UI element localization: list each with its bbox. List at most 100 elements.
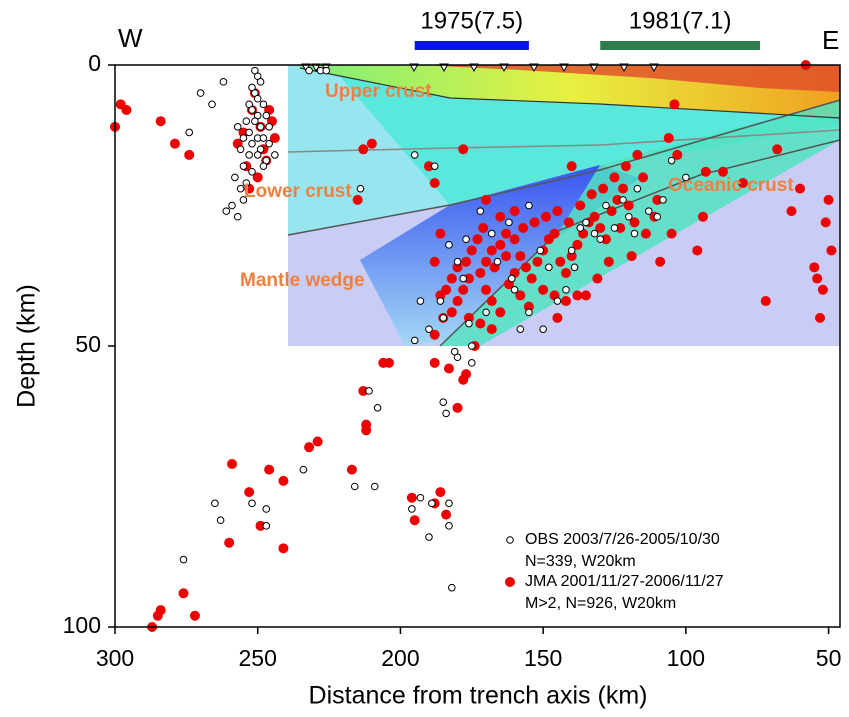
point <box>373 404 382 412</box>
point <box>216 516 225 525</box>
point <box>262 111 271 120</box>
point <box>185 128 194 137</box>
point <box>615 222 626 233</box>
point <box>566 161 577 172</box>
point <box>441 284 452 295</box>
point <box>262 505 271 513</box>
point <box>509 206 520 217</box>
rupture-bar <box>414 41 529 50</box>
point <box>459 274 468 283</box>
x-axis-title: Distance from trench axis (km) <box>309 682 648 710</box>
point <box>208 100 216 109</box>
legend-marker <box>506 536 514 544</box>
point <box>259 162 268 170</box>
point <box>259 100 268 109</box>
point <box>196 89 205 97</box>
point <box>505 218 513 227</box>
point <box>553 297 562 305</box>
point <box>760 296 771 307</box>
point <box>228 201 236 210</box>
point <box>820 217 831 228</box>
point <box>518 222 529 233</box>
point <box>358 144 369 155</box>
point <box>562 286 570 294</box>
point <box>350 482 359 491</box>
point <box>486 296 497 307</box>
point <box>487 229 496 238</box>
point <box>262 522 271 530</box>
point <box>445 522 453 530</box>
point <box>458 284 469 295</box>
point <box>269 133 280 144</box>
point <box>493 257 502 266</box>
point <box>815 312 826 323</box>
point <box>486 245 497 256</box>
point <box>361 425 372 436</box>
point <box>717 166 728 177</box>
point <box>523 301 534 312</box>
point <box>259 134 268 142</box>
point <box>623 200 634 211</box>
point <box>515 251 526 262</box>
point <box>606 206 617 217</box>
point <box>443 363 454 374</box>
point <box>609 172 620 183</box>
point <box>476 207 485 215</box>
point <box>795 183 806 194</box>
point <box>666 228 677 239</box>
velocity-model <box>287 65 841 347</box>
x-tick-label: 300 <box>96 645 134 671</box>
point <box>481 194 492 205</box>
point <box>567 246 576 255</box>
point <box>463 273 474 284</box>
point <box>632 149 643 160</box>
point <box>265 123 273 131</box>
point <box>640 228 651 239</box>
point <box>189 610 200 621</box>
point <box>461 369 472 380</box>
point <box>509 234 520 245</box>
point <box>255 520 266 531</box>
point <box>467 342 476 350</box>
point <box>253 94 262 103</box>
point <box>467 359 476 367</box>
point <box>612 194 623 205</box>
point <box>529 217 540 228</box>
point <box>236 184 245 193</box>
point <box>346 464 357 475</box>
point <box>630 229 639 238</box>
point <box>356 184 365 193</box>
point <box>526 273 537 284</box>
point <box>697 211 708 222</box>
point <box>178 588 189 599</box>
point <box>242 117 251 125</box>
point <box>242 179 251 187</box>
point <box>366 138 377 149</box>
point <box>495 211 506 222</box>
rupture-label: 1975(7.5) <box>420 7 523 34</box>
point <box>439 398 448 407</box>
region-label: Lower crust <box>244 181 352 202</box>
point <box>566 251 577 262</box>
point <box>121 104 132 115</box>
point <box>576 224 585 232</box>
point <box>602 201 610 210</box>
point <box>826 245 837 256</box>
point <box>560 267 571 278</box>
point <box>224 537 235 548</box>
point <box>501 251 512 262</box>
point <box>452 262 463 273</box>
point <box>256 78 265 86</box>
point <box>233 123 242 131</box>
data-layer <box>110 60 837 632</box>
point <box>439 314 448 322</box>
point <box>510 286 519 294</box>
point <box>667 156 676 165</box>
point <box>299 465 308 474</box>
point <box>580 290 591 301</box>
point <box>423 161 434 172</box>
point <box>245 151 253 159</box>
legend-note: N=339, W20km <box>525 553 636 570</box>
x-tick-label: 100 <box>667 645 705 671</box>
